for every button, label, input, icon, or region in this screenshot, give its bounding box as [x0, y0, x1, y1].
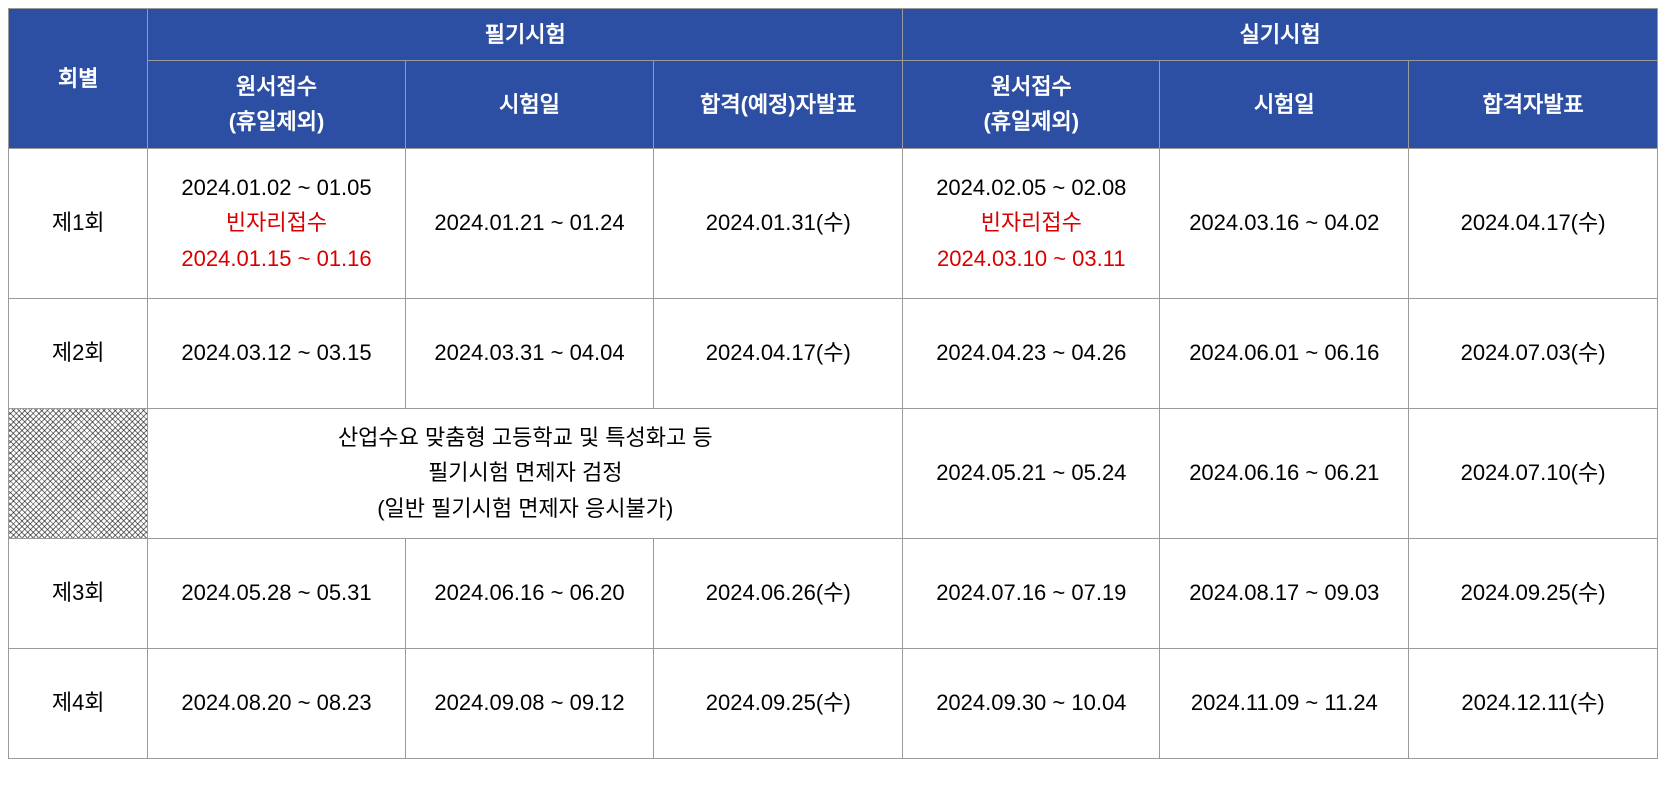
written-apply-cell: 2024.05.28 ~ 05.31	[148, 538, 405, 648]
practical-exam-cell: 2024.03.16 ~ 04.02	[1160, 148, 1409, 298]
th-practical-exam: 시험일	[1160, 61, 1409, 148]
written-result-cell: 2024.01.31(수)	[654, 148, 903, 298]
practical-result-cell: 2024.04.17(수)	[1409, 148, 1658, 298]
round-label: 제2회	[9, 298, 148, 408]
written-result-cell: 2024.06.26(수)	[654, 538, 903, 648]
practical-exam-cell: 2024.11.09 ~ 11.24	[1160, 648, 1409, 758]
exemption-note-cell: 산업수요 맞춤형 고등학교 및 특성화고 등 필기시험 면제자 검정 (일반 필…	[148, 408, 903, 538]
exemption-note-l3: (일반 필기시험 면제자 응시불가)	[154, 491, 896, 526]
th-written-result: 합격(예정)자발표	[654, 61, 903, 148]
written-exam-cell: 2024.09.08 ~ 09.12	[405, 648, 654, 758]
practical-apply-cell: 2024.07.16 ~ 07.19	[903, 538, 1160, 648]
written-result-cell: 2024.04.17(수)	[654, 298, 903, 408]
th-practical-result: 합격자발표	[1409, 61, 1658, 148]
written-exam-cell: 2024.01.21 ~ 01.24	[405, 148, 654, 298]
th-practical: 실기시험	[903, 9, 1658, 61]
practical-exam-cell: 2024.08.17 ~ 09.03	[1160, 538, 1409, 648]
written-result-cell: 2024.09.25(수)	[654, 648, 903, 758]
practical-apply-cell: 2024.09.30 ~ 10.04	[903, 648, 1160, 758]
written-apply-date: 2024.01.02 ~ 01.05	[154, 170, 398, 205]
table-row: 제3회 2024.05.28 ~ 05.31 2024.06.16 ~ 06.2…	[9, 538, 1658, 648]
exemption-note-l2: 필기시험 면제자 검정	[154, 455, 896, 490]
written-exam-cell: 2024.06.16 ~ 06.20	[405, 538, 654, 648]
practical-result-cell: 2024.07.03(수)	[1409, 298, 1658, 408]
practical-apply-extra-label: 빈자리접수	[909, 205, 1153, 240]
exam-schedule-table: 회별 필기시험 실기시험 원서접수 (휴일제외) 시험일 합격(예정)자발표 원…	[8, 8, 1658, 759]
practical-apply-cell: 2024.04.23 ~ 04.26	[903, 298, 1160, 408]
th-practical-apply: 원서접수 (휴일제외)	[903, 61, 1160, 148]
practical-result-cell: 2024.07.10(수)	[1409, 408, 1658, 538]
practical-exam-cell: 2024.06.16 ~ 06.21	[1160, 408, 1409, 538]
written-apply-extra-label: 빈자리접수	[154, 205, 398, 240]
practical-exam-cell: 2024.06.01 ~ 06.16	[1160, 298, 1409, 408]
table-row-special: 산업수요 맞춤형 고등학교 및 특성화고 등 필기시험 면제자 검정 (일반 필…	[9, 408, 1658, 538]
practical-result-cell: 2024.09.25(수)	[1409, 538, 1658, 648]
written-apply-cell: 2024.01.02 ~ 01.05 빈자리접수 2024.01.15 ~ 01…	[148, 148, 405, 298]
round-label: 제1회	[9, 148, 148, 298]
table-row: 제2회 2024.03.12 ~ 03.15 2024.03.31 ~ 04.0…	[9, 298, 1658, 408]
practical-apply-date: 2024.02.05 ~ 02.08	[909, 170, 1153, 205]
hatched-cell	[9, 408, 148, 538]
round-label: 제3회	[9, 538, 148, 648]
written-apply-extra-date: 2024.01.15 ~ 01.16	[154, 241, 398, 276]
table-row: 제4회 2024.08.20 ~ 08.23 2024.09.08 ~ 09.1…	[9, 648, 1658, 758]
written-apply-cell: 2024.03.12 ~ 03.15	[148, 298, 405, 408]
th-written-apply-l1: 원서접수	[154, 69, 398, 104]
th-written: 필기시험	[148, 9, 903, 61]
th-round: 회별	[9, 9, 148, 149]
exemption-note-l1: 산업수요 맞춤형 고등학교 및 특성화고 등	[154, 420, 896, 455]
written-exam-cell: 2024.03.31 ~ 04.04	[405, 298, 654, 408]
th-practical-apply-l2: (휴일제외)	[909, 104, 1153, 139]
th-written-apply: 원서접수 (휴일제외)	[148, 61, 405, 148]
practical-apply-extra-date: 2024.03.10 ~ 03.11	[909, 241, 1153, 276]
round-label: 제4회	[9, 648, 148, 758]
th-practical-apply-l1: 원서접수	[909, 69, 1153, 104]
practical-apply-cell: 2024.05.21 ~ 05.24	[903, 408, 1160, 538]
practical-apply-cell: 2024.02.05 ~ 02.08 빈자리접수 2024.03.10 ~ 03…	[903, 148, 1160, 298]
written-apply-cell: 2024.08.20 ~ 08.23	[148, 648, 405, 758]
practical-result-cell: 2024.12.11(수)	[1409, 648, 1658, 758]
th-written-exam: 시험일	[405, 61, 654, 148]
th-written-apply-l2: (휴일제외)	[154, 104, 398, 139]
table-row: 제1회 2024.01.02 ~ 01.05 빈자리접수 2024.01.15 …	[9, 148, 1658, 298]
